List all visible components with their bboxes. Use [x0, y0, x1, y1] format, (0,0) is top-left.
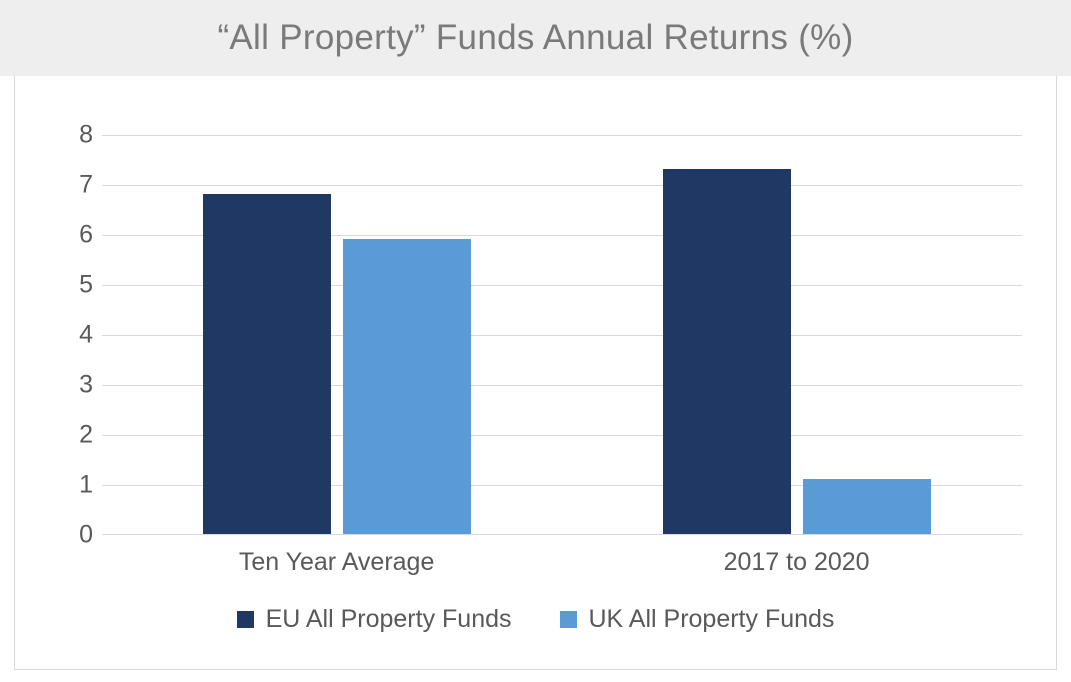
chart-title: “All Property” Funds Annual Returns (%)	[217, 18, 853, 58]
y-tick-label: 8	[43, 121, 93, 150]
bar	[203, 194, 331, 534]
legend-item: EU All Property Funds	[237, 605, 512, 634]
gridline	[102, 135, 1022, 136]
bar	[663, 169, 791, 534]
legend-label: UK All Property Funds	[589, 605, 835, 634]
bar	[803, 479, 931, 534]
legend-swatch	[237, 611, 254, 628]
y-tick-label: 4	[43, 321, 93, 350]
y-tick-label: 3	[43, 371, 93, 400]
y-tick-label: 1	[43, 471, 93, 500]
y-tick-label: 5	[43, 271, 93, 300]
x-tick-label: Ten Year Average	[239, 548, 435, 577]
y-tick-label: 0	[43, 521, 93, 550]
y-tick-label: 7	[43, 171, 93, 200]
plot-area	[102, 135, 1022, 535]
gridline	[102, 185, 1022, 186]
title-banner: “All Property” Funds Annual Returns (%)	[0, 0, 1071, 76]
y-tick-label: 6	[43, 221, 93, 250]
bar	[343, 239, 471, 534]
legend-item: UK All Property Funds	[560, 605, 835, 634]
legend-label: EU All Property Funds	[266, 605, 512, 634]
x-tick-label: 2017 to 2020	[724, 548, 870, 577]
legend: EU All Property Funds UK All Property Fun…	[0, 605, 1071, 634]
y-tick-label: 2	[43, 421, 93, 450]
legend-swatch	[560, 611, 577, 628]
